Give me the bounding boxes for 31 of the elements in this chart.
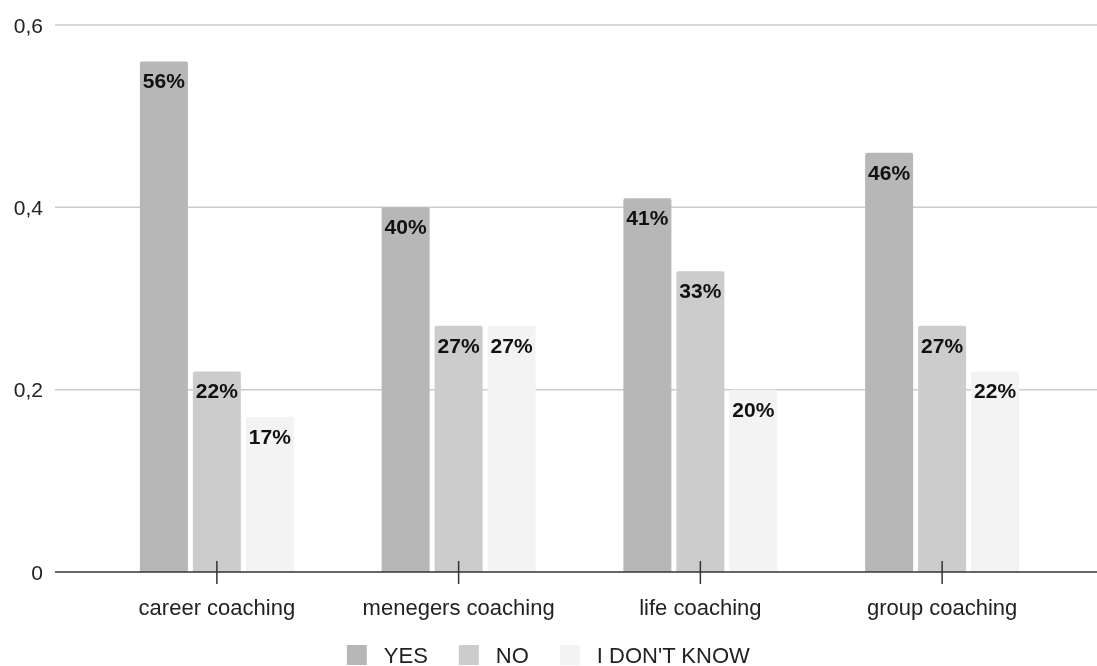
data-label: 27%	[437, 333, 480, 357]
x-tick-label: life coaching	[639, 594, 762, 620]
data-label: 22%	[195, 379, 239, 403]
data-label: 46%	[868, 160, 911, 184]
data-label: 20%	[732, 397, 775, 421]
bar	[139, 61, 188, 572]
x-tick-label: career coaching	[138, 594, 296, 620]
x-tick-label: menegers coaching	[362, 594, 555, 620]
bar	[865, 152, 914, 572]
y-tick-label: 0	[31, 560, 43, 584]
data-label: 41%	[626, 206, 669, 230]
bar	[971, 371, 1020, 572]
data-label: 40%	[384, 215, 427, 239]
data-label: 56%	[142, 69, 186, 93]
data-label: 22%	[974, 379, 1017, 403]
legend-label: NO	[495, 642, 529, 666]
legend-label: YES	[383, 642, 428, 666]
data-label: 27%	[490, 333, 533, 357]
bar	[623, 198, 672, 572]
bar	[381, 207, 430, 572]
bar	[245, 417, 294, 572]
bar	[487, 325, 536, 572]
bar	[729, 389, 778, 572]
y-tick-label: 0,6	[13, 13, 43, 37]
data-label: 17%	[248, 425, 292, 449]
y-tick-label: 0,2	[13, 378, 43, 402]
x-tick-label: group coaching	[866, 594, 1018, 620]
legend-label: I DON'T KNOW	[596, 642, 750, 666]
y-tick-label: 0,4	[13, 195, 44, 219]
data-label: 33%	[679, 279, 722, 303]
data-label: 27%	[921, 333, 964, 357]
